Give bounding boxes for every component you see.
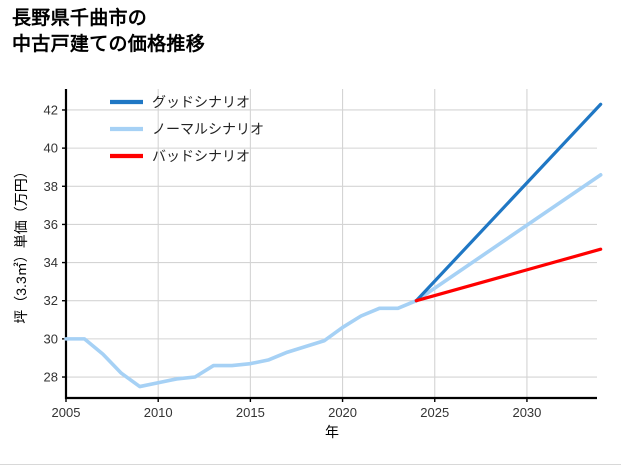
x-tick-label: 2030 (512, 405, 541, 420)
legend-label: グッドシナリオ (152, 94, 250, 110)
x-axis-ticks: 2005 2010 2015 2020 2025 2030 (52, 398, 541, 420)
x-tick-label: 2015 (236, 405, 265, 420)
axis-lines (64, 89, 597, 400)
gridlines (65, 89, 597, 398)
axis-titles: 年 坪（3.3㎡）単価（万円） (13, 164, 339, 440)
y-tick-label: 34 (44, 255, 58, 270)
x-tick-label: 2020 (328, 405, 357, 420)
x-tick-label: 2010 (144, 405, 173, 420)
y-tick-label: 42 (44, 102, 58, 117)
x-tick-label: 2025 (420, 405, 449, 420)
series-line-バッドシナリオ (414, 247, 603, 303)
legend-label: ノーマルシナリオ (152, 121, 264, 137)
series-line-ノーマルシナリオ (64, 173, 603, 389)
page-title: 長野県千曲市の 中古戸建ての価格推移 (12, 8, 206, 55)
legend-label: バッドシナリオ (152, 148, 250, 164)
x-tick-label: 2005 (52, 405, 81, 420)
y-tick-label: 30 (44, 331, 58, 346)
y-tick-label: 32 (44, 293, 58, 308)
series-lines (64, 102, 603, 389)
y-tick-label: 38 (44, 179, 58, 194)
y-tick-label: 40 (44, 141, 58, 156)
series-line-グッドシナリオ (414, 102, 603, 303)
x-axis-label: 年 (325, 424, 339, 440)
y-tick-label: 36 (44, 217, 58, 232)
axis-frame (64, 89, 597, 400)
y-axis-label: 坪（3.3㎡）単価（万円） (13, 164, 29, 323)
y-tick-label: 28 (44, 370, 58, 385)
y-axis-ticks: 28 30 32 34 36 38 40 42 (44, 102, 66, 385)
